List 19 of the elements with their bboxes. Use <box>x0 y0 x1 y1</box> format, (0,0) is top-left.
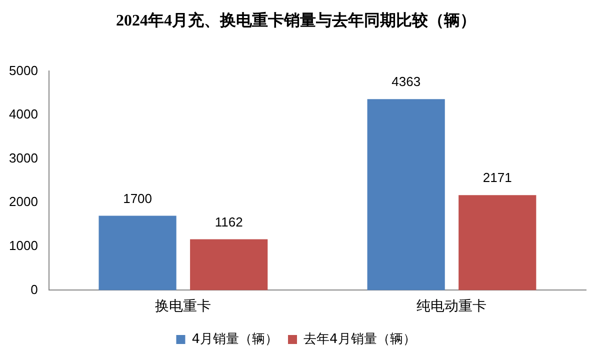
y-tick-label: 2000 <box>9 194 38 210</box>
bar <box>458 195 536 290</box>
y-tick-label: 4000 <box>9 106 38 122</box>
y-tick-label: 1000 <box>9 238 38 253</box>
x-tick-label: 换电重卡 <box>155 298 212 314</box>
bar <box>98 216 176 290</box>
data-label: 1162 <box>214 214 243 230</box>
y-tick-label: 0 <box>30 282 38 297</box>
bar <box>367 99 445 290</box>
y-tick-label: 3000 <box>9 150 38 166</box>
data-label: 4363 <box>392 74 421 90</box>
legend-label: 去年4月销量（辆） <box>304 332 416 347</box>
data-label: 2171 <box>482 170 512 186</box>
bar <box>190 239 268 290</box>
y-tick-label: 5000 <box>9 62 38 78</box>
chart-title: 2024年4月充、换电重卡销量与去年同期比较（辆） <box>116 12 476 30</box>
legend-label: 4月销量（辆） <box>192 332 278 347</box>
data-label: 1700 <box>123 190 152 206</box>
x-tick-label: 纯电动重卡 <box>416 298 487 314</box>
